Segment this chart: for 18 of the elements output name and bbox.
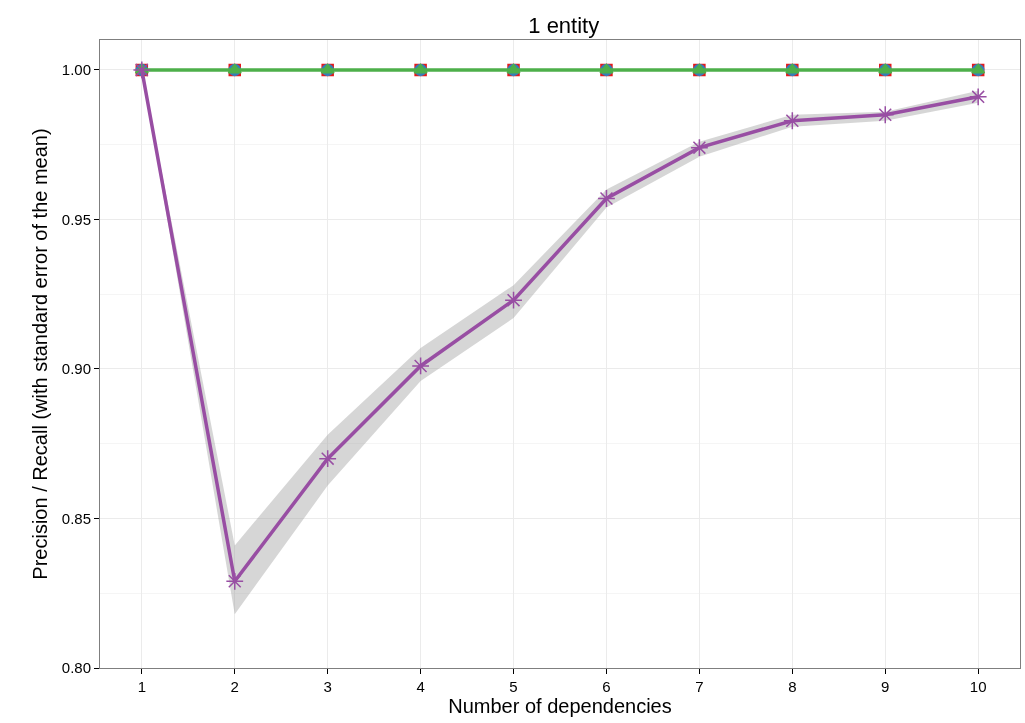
x-tick-label: 9	[881, 678, 890, 695]
x-tick-label: 4	[416, 678, 425, 695]
y-tick-label: 0.85	[61, 509, 91, 527]
y-tick-label: 0.80	[61, 659, 91, 677]
x-tick-label: 2	[230, 678, 239, 695]
x-tick-label: 7	[695, 678, 704, 695]
y-tick-label: 0.95	[61, 210, 91, 228]
y-tick-label: 0.90	[61, 360, 91, 378]
y-tick-label: 1.00	[61, 61, 91, 79]
x-tick-label: 8	[788, 678, 797, 695]
x-axis-title: Number of dependencies	[448, 695, 672, 717]
x-tick-label: 1	[137, 678, 146, 695]
x-tick-label: 3	[323, 678, 332, 695]
y-axis-title: Precision / Recall (with standard error of the mean)	[29, 128, 52, 580]
x-tick-label: 6	[602, 678, 611, 695]
chart-title: 1 entity	[528, 13, 600, 39]
x-tick-label: 5	[509, 678, 518, 695]
x-tick-label: 10	[969, 678, 987, 695]
